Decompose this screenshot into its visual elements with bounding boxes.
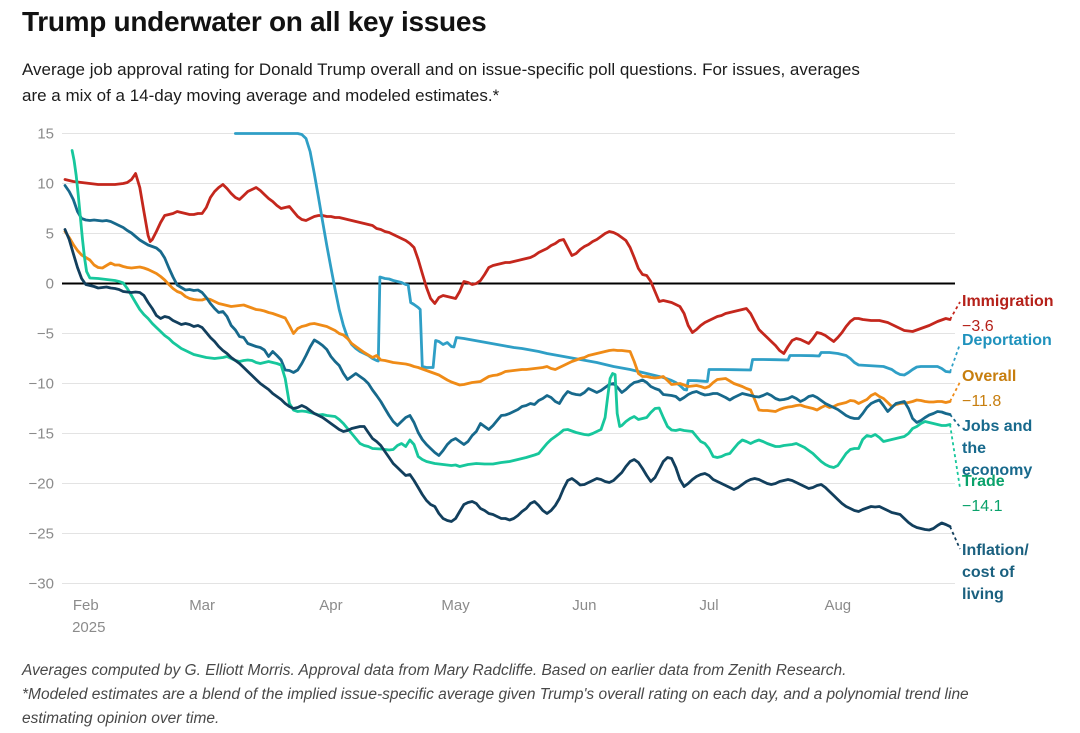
label-connector-trade <box>949 424 961 489</box>
series-line-deportation <box>234 132 952 392</box>
x-axis-year-label: 2025 <box>72 619 105 636</box>
series-value-label: −11.8 <box>962 393 1002 410</box>
series-line-inflation <box>63 228 952 532</box>
series-label-text: Trade <box>962 473 1005 490</box>
label-connector-deportation <box>949 343 961 373</box>
series-label-text: economy <box>962 462 1033 479</box>
series-value-label: −3.6 <box>962 318 994 335</box>
series-label-text: Jobs and <box>962 418 1033 435</box>
series-label-immigration: Immigration −3.6 <box>962 291 1054 338</box>
y-axis-tick-label: −30 <box>29 576 54 593</box>
x-axis-tick-label: Aug <box>824 597 851 614</box>
y-axis-tick-label: 5 <box>46 226 54 243</box>
series-label-text: the <box>962 440 986 457</box>
chart-subtitle: Average job approval rating for Donald T… <box>22 57 860 109</box>
series-label-text: Inflation/ <box>962 542 1029 559</box>
series-label-inflation: Inflation/cost of living <box>962 540 1029 606</box>
y-axis-tick-label: −25 <box>29 526 54 543</box>
series-label-trade: Trade −14.1 <box>962 471 1005 518</box>
series-line-trade <box>70 149 952 469</box>
series-label-text: Overall <box>962 368 1017 385</box>
y-axis-tick-label: −20 <box>29 476 54 493</box>
y-axis-tick-label: 10 <box>37 176 54 193</box>
label-connector-inflation <box>949 526 961 550</box>
y-axis-tick-label: −10 <box>29 376 54 393</box>
chart-subtitle-line-1: Average job approval rating for Donald T… <box>22 60 860 79</box>
label-connector-overall <box>949 381 961 402</box>
label-connector-immigration <box>949 301 961 320</box>
series-line-jobs <box>63 184 952 457</box>
series-line-immigration <box>63 172 952 355</box>
x-axis-tick-label: Mar <box>189 597 215 614</box>
x-axis-tick-label: Jul <box>699 597 718 614</box>
series-label-text: Deportation <box>962 332 1052 349</box>
y-axis-tick-label: −5 <box>37 326 54 343</box>
series-label-text: living <box>962 586 1004 603</box>
chart-footnote: Averages computed by G. Elliott Morris. … <box>22 659 1080 731</box>
x-axis-tick-label: May <box>441 597 470 614</box>
series-label-text: cost of <box>962 564 1015 581</box>
series-line-overall <box>63 230 952 413</box>
series-label-deportation: Deportation <box>962 330 1052 352</box>
y-axis-tick-label: 15 <box>37 126 54 143</box>
x-axis-tick-label: Feb <box>73 597 99 614</box>
chart-title: Trump underwater on all key issues <box>22 6 487 37</box>
chart-subtitle-line-2: are a mix of a 14-day moving average and… <box>22 86 500 105</box>
x-axis-tick-label: Apr <box>319 597 342 614</box>
credit-line: Averages computed by G. Elliott Morris. … <box>22 662 847 679</box>
label-connector-jobs <box>949 413 961 428</box>
series-label-text: Immigration <box>962 293 1054 310</box>
series-value-label: −14.1 <box>962 498 1003 515</box>
series-label-overall: Overall −11.8 <box>962 366 1016 413</box>
footnote-line-1: *Modeled estimates are a blend of the im… <box>22 686 969 703</box>
y-axis-tick-label: 0 <box>46 276 54 293</box>
x-axis-tick-label: Jun <box>572 597 596 614</box>
y-axis-tick-label: −15 <box>29 426 54 443</box>
series-label-jobs: Jobs and the economy <box>962 416 1032 482</box>
footnote-line-2: estimating opinion over time. <box>22 710 220 727</box>
